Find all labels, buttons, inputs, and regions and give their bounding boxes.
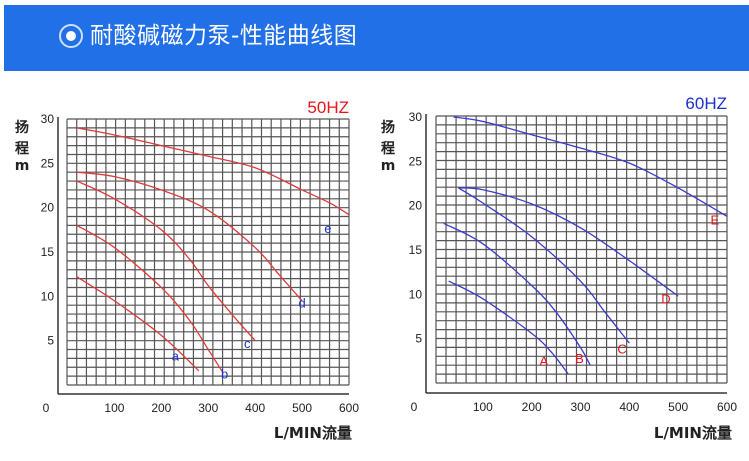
- curve-a: [76, 276, 200, 372]
- curve-E: [453, 116, 728, 217]
- y-axis-label: 扬: [381, 119, 395, 136]
- curve-label-c: c: [244, 336, 251, 351]
- x-axis-label: L/MIN流量: [274, 424, 352, 442]
- y-tick-label: 25: [409, 154, 423, 168]
- y-axis-label: 程: [381, 141, 395, 157]
- y-tick-label: 15: [409, 243, 423, 257]
- curve-label-b: b: [221, 366, 228, 381]
- y-axis-label: m: [381, 158, 396, 174]
- x-tick-label: 300: [570, 400, 590, 414]
- curve-label-B: B: [575, 351, 584, 366]
- x-tick-label: 200: [522, 400, 542, 414]
- curve-label-C: C: [617, 341, 626, 356]
- chart-60hz: 0 100 200 300 400 500 600 5 10 15 20 25 30 扬程m L/MIN流量…: [381, 94, 738, 442]
- chart-title: 50HZ: [307, 98, 349, 117]
- y-tick-label: 5: [415, 332, 422, 346]
- x-tick-label: 500: [668, 400, 688, 414]
- header-banner: 耐酸碱磁力泵-性能曲线图: [4, 5, 749, 71]
- curve-label-e: e: [324, 221, 331, 236]
- curve-b: [76, 224, 223, 373]
- x-tick-label: 300: [198, 401, 218, 415]
- y-tick-label: 30: [41, 112, 55, 126]
- y-tick-label: 5: [47, 334, 54, 348]
- y-tick-label: 30: [409, 110, 423, 124]
- x-axis-label: L/MIN流量: [654, 424, 732, 442]
- chart-50hz: 0 100 200 300 400 500 600 5 10 15 20 25 30 扬程m L/MIN流量…: [15, 98, 360, 442]
- curve-label-d: d: [298, 295, 305, 310]
- curve-B: [443, 222, 591, 366]
- curve-c: [76, 180, 256, 342]
- y-tick-label: 10: [41, 289, 55, 303]
- x-tick-label: 600: [717, 400, 737, 414]
- y-tick-label: 20: [409, 199, 423, 213]
- y-tick-label: 20: [41, 201, 55, 215]
- curve-label-E: E: [710, 213, 719, 228]
- grid: [66, 118, 350, 386]
- y-tick-label: 10: [409, 287, 423, 301]
- x-tick-label: 100: [473, 400, 493, 414]
- y-tick-label: 25: [41, 156, 55, 170]
- x-tick-label: 100: [104, 401, 124, 415]
- curve-label-D: D: [661, 292, 670, 307]
- curve-d: [76, 171, 303, 302]
- curve-A: [448, 280, 569, 375]
- curve-D: [458, 187, 679, 297]
- x-tick-label: 400: [619, 400, 639, 414]
- x-tick-label: 400: [245, 401, 265, 415]
- curve-label-A: A: [540, 354, 549, 369]
- radio-dot-icon: [59, 24, 83, 48]
- curve-label-a: a: [172, 349, 180, 364]
- y-tick-label: 15: [41, 245, 55, 259]
- y-axis-label: m: [15, 158, 30, 174]
- y-axis-label: 扬: [15, 119, 29, 136]
- grid: [435, 115, 728, 384]
- x-tick-label: 0: [43, 401, 50, 415]
- x-tick-label: 200: [151, 401, 171, 415]
- curve-C: [458, 187, 630, 344]
- x-tick-label: 500: [292, 401, 312, 415]
- x-tick-label: 600: [339, 401, 359, 415]
- curve-e: [76, 127, 350, 216]
- y-axis-label: 程: [15, 141, 29, 157]
- x-tick-label: 0: [411, 400, 418, 414]
- page-title: 耐酸碱磁力泵-性能曲线图: [90, 23, 358, 49]
- chart-title: 60HZ: [685, 94, 727, 113]
